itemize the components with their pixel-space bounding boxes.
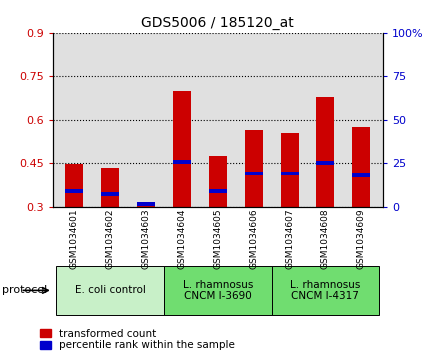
Bar [245, 130, 263, 207]
FancyBboxPatch shape [164, 266, 271, 315]
Bar [316, 162, 334, 165]
Text: GSM1034602: GSM1034602 [106, 209, 115, 269]
Text: L. rhamnosus
CNCM I-3690: L. rhamnosus CNCM I-3690 [183, 280, 253, 301]
Text: E. coli control: E. coli control [75, 285, 146, 295]
Text: protocol: protocol [2, 285, 48, 295]
Text: GSM1034607: GSM1034607 [285, 209, 294, 269]
Bar [101, 168, 119, 207]
Bar [281, 172, 298, 175]
Bar [137, 202, 155, 206]
Text: GSM1034604: GSM1034604 [177, 209, 187, 269]
Bar [281, 133, 298, 207]
Bar [66, 164, 83, 207]
Text: GSM1034606: GSM1034606 [249, 209, 258, 269]
Bar [66, 189, 83, 193]
Bar [209, 189, 227, 193]
Bar [316, 97, 334, 207]
Title: GDS5006 / 185120_at: GDS5006 / 185120_at [141, 16, 294, 30]
Bar [352, 127, 370, 207]
Bar [173, 91, 191, 207]
Text: GSM1034605: GSM1034605 [213, 209, 222, 269]
FancyBboxPatch shape [271, 266, 379, 315]
FancyBboxPatch shape [56, 266, 164, 315]
Text: GSM1034609: GSM1034609 [357, 209, 366, 269]
Text: GSM1034603: GSM1034603 [142, 209, 150, 269]
Text: GSM1034601: GSM1034601 [70, 209, 79, 269]
Bar [173, 160, 191, 164]
Legend: transformed count, percentile rank within the sample: transformed count, percentile rank withi… [40, 329, 235, 350]
Text: GSM1034608: GSM1034608 [321, 209, 330, 269]
Bar [245, 172, 263, 175]
Bar [101, 192, 119, 196]
Text: L. rhamnosus
CNCM I-4317: L. rhamnosus CNCM I-4317 [290, 280, 361, 301]
Bar [352, 173, 370, 177]
Bar [137, 203, 155, 207]
Bar [209, 156, 227, 207]
